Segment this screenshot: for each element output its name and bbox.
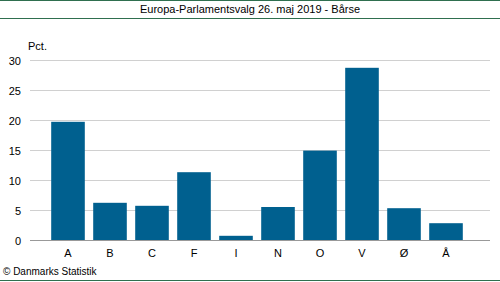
title: Europa-Parlamentsvalg 26. maj 2019 - Bår… [140, 3, 360, 15]
bottom-border [0, 280, 500, 281]
bar [135, 206, 169, 240]
y-tick-label: 20 [9, 115, 21, 127]
grid-line [30, 60, 490, 61]
top-border [0, 0, 500, 1]
bar [345, 68, 379, 240]
y-tick-label: 15 [9, 145, 21, 157]
y-tick-label: 10 [9, 175, 21, 187]
grid-line [30, 120, 490, 121]
bar [387, 208, 421, 240]
grid-line [30, 180, 490, 181]
bar [429, 223, 463, 240]
x-tick-label: O [316, 247, 325, 259]
bar [261, 207, 295, 240]
x-tick-label: A [64, 247, 72, 259]
source: © Danmarks Statistik [3, 266, 98, 277]
grid-line [30, 240, 490, 241]
bar [177, 172, 211, 240]
title-rule [0, 18, 500, 19]
x-tick-label: F [191, 247, 198, 259]
bar [51, 122, 85, 240]
x-tick-label: C [148, 247, 156, 259]
bars [51, 68, 463, 240]
x-tick-label: B [106, 247, 113, 259]
bar [219, 236, 253, 240]
y-tick-label: 25 [9, 85, 21, 97]
chart-svg: Europa-Parlamentsvalg 26. maj 2019 - Bår… [0, 0, 500, 282]
bar [303, 151, 337, 240]
x-tick-label: Ø [400, 247, 409, 259]
y-tick-label: 5 [15, 205, 21, 217]
x-tick-label: V [358, 247, 366, 259]
chart-root: Europa-Parlamentsvalg 26. maj 2019 - Bår… [0, 0, 500, 282]
x-tick-label: N [274, 247, 282, 259]
y-tick-label: 0 [15, 235, 21, 247]
x-tick-label: Å [442, 247, 450, 259]
bar [93, 203, 127, 240]
x-tick-label: I [234, 247, 237, 259]
grid-line [30, 150, 490, 151]
y-tick-label: 30 [9, 55, 21, 67]
y-axis-label: Pct. [28, 40, 47, 52]
grid-line [30, 90, 490, 91]
